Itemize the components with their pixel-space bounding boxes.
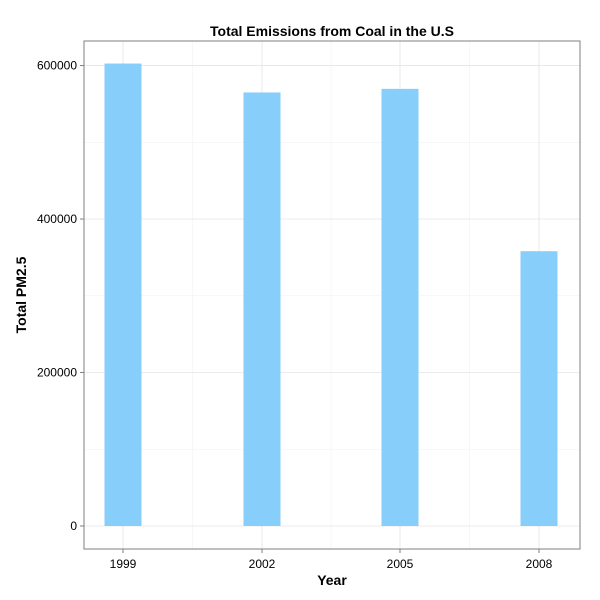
bars — [104, 63, 558, 526]
y-tick-label: 400000 — [37, 212, 77, 226]
x-axis-title: Year — [317, 572, 347, 588]
chart-title: Total Emissions from Coal in the U.S — [210, 23, 454, 39]
bar-2005 — [381, 88, 419, 526]
y-tick-label: 0 — [70, 519, 77, 533]
bar-2002 — [243, 92, 281, 526]
x-tick-label: 2008 — [526, 557, 553, 571]
x-tick-label: 2002 — [249, 557, 276, 571]
plot-background — [84, 41, 580, 549]
y-tick-label: 200000 — [37, 366, 77, 380]
y-axis-title: Total PM2.5 — [13, 256, 29, 333]
bar-2008 — [520, 251, 558, 526]
bar-1999 — [104, 63, 142, 526]
x-axis: 1999 2002 2005 2008 — [110, 549, 553, 571]
y-tick-label: 600000 — [37, 59, 77, 73]
plot-border — [83, 40, 581, 550]
x-tick-label: 2005 — [387, 557, 414, 571]
y-axis: 0 200000 400000 600000 — [37, 59, 84, 533]
x-tick-label: 1999 — [110, 557, 137, 571]
